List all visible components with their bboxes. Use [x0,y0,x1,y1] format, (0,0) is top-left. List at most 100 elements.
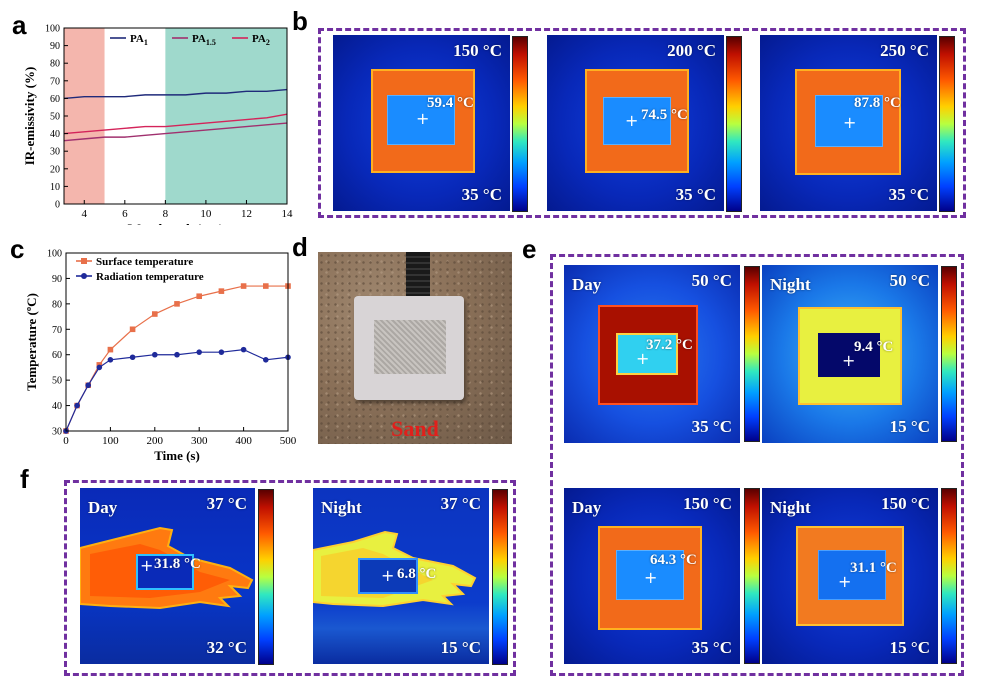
y-tick-label: 20 [50,164,60,175]
legend-label-base: PA [252,33,266,45]
thermal-image-b1: 150 °C 35 °C 59.4 °C + [333,35,510,211]
thermal-image-e1: Day 50 °C 35 °C 37.2 °C + [564,265,740,443]
sample-patch [374,320,446,374]
x-tick-label: 14 [282,208,294,220]
color-scale-bar [512,36,528,212]
data-point [263,283,269,289]
spot-reading: 31.1 °C [850,560,897,576]
x-tick-label: 10 [200,208,212,220]
sample-center [818,550,886,600]
thermal-image-b3: 250 °C 35 °C 87.8 °C + [760,35,937,211]
y-tick-label: 100 [45,24,60,35]
min-temp-label: 35 °C [691,638,732,657]
min-temp-label: 32 °C [206,638,247,657]
color-scale-bar [941,266,957,442]
data-point [174,351,180,358]
mode-label: Night [321,498,362,517]
data-point [129,354,136,361]
data-point [240,283,247,289]
data-point [218,349,225,355]
legend-label-sub: 1 [144,38,148,47]
legend-marker [81,273,87,279]
y-tick-label: 40 [52,401,62,412]
legend-label-sub: 2 [266,38,270,47]
thermal-image-e2: Night 50 °C 15 °C 9.4 °C + [762,265,938,443]
data-point [129,326,136,333]
spot-reading: 37.2 °C [646,337,693,353]
x-axis-label: Wavelength (μm) [128,221,224,225]
shaded-region [64,28,105,204]
color-scale-bar [941,488,957,664]
min-temp-label: 35 °C [888,185,929,204]
series-line-1 [63,88,288,100]
max-temp-label: 37 °C [206,494,247,513]
sample-center [616,550,684,600]
spot-reading: 31.8 °C [154,556,201,572]
x-tick-label: 400 [235,435,252,447]
legend-label-base: PA [130,33,144,45]
color-scale-bar [939,36,955,212]
y-tick-label: 70 [52,325,62,336]
crosshair-icon: + [381,566,395,585]
x-tick-label: 200 [147,435,164,447]
color-scale-bar [726,36,742,212]
y-tick-label: 30 [50,147,60,158]
panel-label-d: d [292,232,308,262]
series-line-2 [65,349,289,432]
color-scale-bar [744,266,760,442]
max-temp-label: 50 °C [889,271,930,290]
max-temp-label: 200 °C [667,41,716,60]
spot-reading: 6.8 °C [397,566,437,582]
data-point [96,364,103,371]
hand-shape [313,530,477,608]
panel-b-frame [318,28,966,218]
y-tick-label: 80 [52,299,62,310]
x-tick-label: 12 [241,208,252,220]
panel-label-e: e [522,234,537,264]
max-temp-label: 250 °C [880,41,929,60]
x-tick-label: 0 [63,435,69,447]
data-point [218,288,225,294]
data-point [174,301,180,307]
legend-label: Radiation temperature [96,271,204,283]
y-tick-label: 90 [52,274,62,285]
panel-label-f: f [20,464,29,494]
color-scale-bar [258,489,274,665]
y-tick-label: 40 [50,129,60,140]
max-temp-label: 37 °C [440,494,481,513]
plot-frame [65,252,289,432]
legend-label: PA1.5 [192,33,216,47]
spot-reading: 64.3 °C [650,552,697,568]
sample-center [818,333,880,377]
crosshair-icon: + [416,109,430,128]
series-line-1 [65,285,288,432]
max-temp-label: 50 °C [691,271,732,290]
panel-f-frame [64,480,516,676]
data-point [107,346,114,353]
mode-label: Night [770,275,811,294]
x-tick-label: 4 [82,208,88,220]
crosshair-icon: + [636,349,650,368]
legend-label-sub: 1.5 [206,38,216,47]
data-point [263,357,269,363]
min-temp-label: 35 °C [461,185,502,204]
crosshair-icon: + [644,568,658,587]
crosshair-icon: + [842,351,856,370]
y-tick-label: 100 [47,249,62,260]
panel-label-b: b [292,6,308,36]
shaded-region [165,28,287,204]
spot-reading: 59.4 °C [427,95,474,111]
data-point [240,346,247,353]
data-point [152,311,158,317]
legend-label-base: PA [192,33,206,45]
panel-label-a: a [12,10,27,40]
y-tick-label: 80 [50,59,60,70]
crosshair-icon: + [140,556,154,575]
series-line-2 [63,122,288,142]
data-point [196,349,202,355]
x-tick-label: 300 [191,435,208,447]
max-temp-label: 150 °C [683,494,732,513]
x-tick-label: 8 [163,208,169,220]
sample-center [616,333,678,375]
min-temp-label: 35 °C [691,417,732,436]
